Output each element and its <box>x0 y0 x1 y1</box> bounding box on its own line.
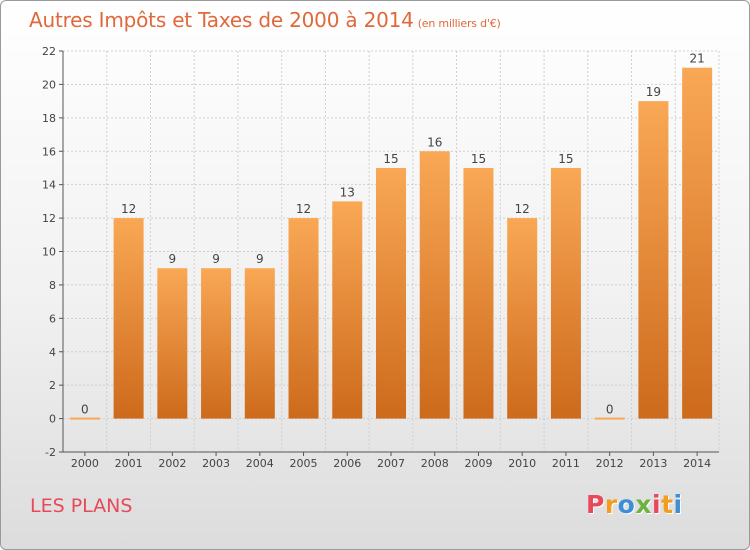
chart-title: Autres Impôts et Taxes de 2000 à 2014 (en… <box>29 8 501 32</box>
bar <box>419 151 450 419</box>
x-tick-label: 2013 <box>639 457 667 470</box>
commune-name: LES PLANS <box>30 495 133 517</box>
x-tick-label: 2007 <box>377 457 405 470</box>
proxiti-logo-letter: t <box>661 490 674 519</box>
y-tick-label: 12 <box>42 212 56 225</box>
bar <box>201 268 232 419</box>
proxiti-logo-letter: x <box>635 490 652 519</box>
data-label: 12 <box>515 202 530 216</box>
chart-title-text: Autres Impôts et Taxes de 2000 à 2014 <box>29 8 414 32</box>
proxiti-logo-letter: i <box>652 490 662 519</box>
proxiti-logo-letter: P <box>586 490 605 519</box>
data-label: 15 <box>558 152 573 166</box>
x-tick-label: 2001 <box>115 457 143 470</box>
bar <box>288 218 319 419</box>
bar <box>113 218 144 419</box>
x-tick-label: 2002 <box>158 457 186 470</box>
x-tick-label: 2004 <box>246 457 274 470</box>
data-label: 21 <box>689 52 704 66</box>
y-tick-label: 20 <box>42 78 56 91</box>
x-tick-label: 2009 <box>464 457 492 470</box>
bar <box>244 268 275 419</box>
y-tick-label: 10 <box>42 246 56 259</box>
x-tick-label: 2010 <box>508 457 536 470</box>
bar <box>376 167 406 419</box>
bar <box>507 218 538 419</box>
y-tick-label: 16 <box>42 145 56 158</box>
bar <box>638 101 669 419</box>
y-tick-label: 22 <box>42 45 56 58</box>
data-label: 0 <box>81 403 89 417</box>
data-label: 12 <box>296 202 311 216</box>
data-label: 0 <box>606 403 614 417</box>
data-label: 9 <box>256 252 264 266</box>
data-label: 12 <box>121 202 136 216</box>
data-label: 19 <box>646 85 661 99</box>
x-tick-label: 2000 <box>71 457 99 470</box>
x-tick-label: 2008 <box>421 457 449 470</box>
data-label: 16 <box>427 135 442 149</box>
bar <box>69 417 100 420</box>
x-tick-label: 2003 <box>202 457 230 470</box>
y-tick-label: 2 <box>49 379 56 392</box>
data-labels: 0 12 9 9 9 12 13 15 16 15 12 15 0 19 21 <box>81 52 705 417</box>
y-tick-label: -2 <box>45 446 56 459</box>
bar <box>682 67 713 419</box>
bar <box>550 167 581 419</box>
proxiti-logo-letter: r <box>604 490 618 519</box>
data-label: 15 <box>471 152 486 166</box>
data-label: 9 <box>212 252 220 266</box>
bars <box>69 67 713 420</box>
y-tick-label: 14 <box>42 179 56 192</box>
y-tick-label: 8 <box>49 279 56 292</box>
data-label: 13 <box>340 185 355 199</box>
x-tick-label: 2005 <box>290 457 318 470</box>
data-label: 9 <box>169 252 177 266</box>
proxiti-logo: Proxiti <box>586 490 683 519</box>
x-tick-label: 2012 <box>596 457 624 470</box>
x-tick-label: 2006 <box>333 457 361 470</box>
proxiti-logo-letter: i <box>673 490 683 519</box>
bar <box>157 268 188 419</box>
y-tick-label: 4 <box>49 346 56 359</box>
axes: -2 0 2 4 6 8 10 12 14 16 18 20 22 2000 2001 2002 2003 200… <box>42 45 719 470</box>
x-tick-label: 2014 <box>683 457 711 470</box>
bar <box>463 167 494 419</box>
y-tick-label: 0 <box>49 413 56 426</box>
data-label: 15 <box>383 152 398 166</box>
bar <box>332 201 363 419</box>
bar <box>594 417 625 420</box>
chart-subtitle: (en milliers d'€) <box>417 17 501 30</box>
y-tick-label: 6 <box>49 312 56 325</box>
x-tick-label: 2011 <box>552 457 580 470</box>
y-tick-label: 18 <box>42 112 56 125</box>
proxiti-logo-letter: o <box>617 490 636 519</box>
